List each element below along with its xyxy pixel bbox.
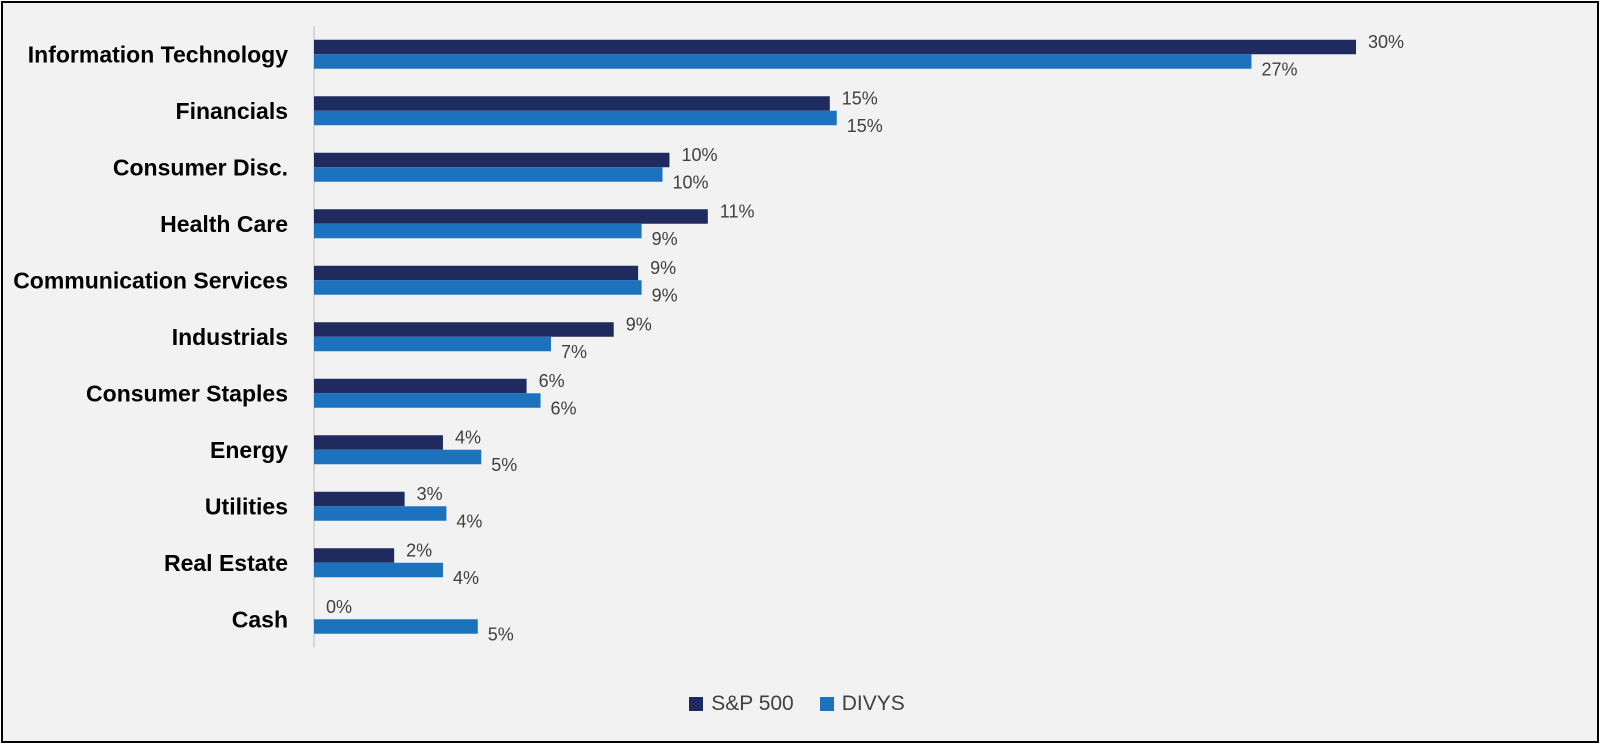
bar-divys-industrials xyxy=(314,336,551,352)
bar-sp500-consumer-staples xyxy=(314,378,527,394)
data-label-sp500-energy: 4% xyxy=(455,428,481,448)
bar-sp500-consumer-disc xyxy=(314,152,670,168)
category-label-cash: Cash xyxy=(232,606,288,632)
data-label-divys-consumer-disc: 10% xyxy=(673,173,709,193)
data-label-sp500-utilities: 3% xyxy=(417,484,443,504)
category-label-energy: Energy xyxy=(210,437,288,463)
category-label-communication-services: Communication Services xyxy=(13,267,288,293)
data-label-divys-real-estate: 4% xyxy=(453,568,479,588)
category-label-consumer-staples: Consumer Staples xyxy=(86,380,288,406)
legend-label-sp500: S&P 500 xyxy=(711,692,794,715)
bar-divys-communication-services xyxy=(314,280,642,295)
data-label-sp500-real-estate: 2% xyxy=(406,541,432,561)
category-label-financials: Financials xyxy=(176,98,288,124)
bar-divys-financials xyxy=(314,110,837,126)
category-label-health-care: Health Care xyxy=(160,211,288,237)
legend-label-divys: DIVYS xyxy=(841,692,905,715)
category-label-real-estate: Real Estate xyxy=(164,550,288,576)
data-label-sp500-health-care: 11% xyxy=(720,202,755,222)
legend-swatch-sp500 xyxy=(689,697,704,711)
bar-sp500-financials xyxy=(314,96,830,111)
bar-sp500-communication-services xyxy=(314,265,639,281)
data-label-sp500-information-technology: 30% xyxy=(1368,32,1404,52)
chart-legend: S&P 500 DIVYS xyxy=(0,692,1594,716)
data-label-sp500-communication-services: 9% xyxy=(650,258,676,278)
data-label-sp500-consumer-staples: 6% xyxy=(539,371,565,391)
bar-divys-consumer-staples xyxy=(314,393,541,408)
legend-item-divys: DIVYS xyxy=(819,692,905,716)
data-label-divys-information-technology: 27% xyxy=(1261,60,1297,80)
bar-sp500-energy xyxy=(314,435,443,450)
legend-swatch-divys xyxy=(819,697,834,711)
category-label-industrials: Industrials xyxy=(172,324,288,350)
data-label-divys-energy: 5% xyxy=(491,455,517,475)
bar-divys-health-care xyxy=(314,223,642,239)
bar-divys-utilities xyxy=(314,506,447,521)
data-label-sp500-industrials: 9% xyxy=(626,315,652,335)
bar-divys-cash xyxy=(314,619,478,634)
data-label-divys-industrials: 7% xyxy=(561,342,587,362)
category-label-consumer-disc: Consumer Disc. xyxy=(113,154,288,180)
bar-divys-energy xyxy=(314,449,482,465)
legend-item-sp500: S&P 500 xyxy=(689,692,794,716)
data-label-sp500-cash: 0% xyxy=(326,597,352,617)
bar-sp500-information-technology xyxy=(314,39,1357,55)
data-label-sp500-financials: 15% xyxy=(842,89,878,109)
bar-divys-real-estate xyxy=(314,562,443,578)
bar-sp500-health-care xyxy=(314,209,708,224)
category-label-utilities: Utilities xyxy=(205,493,288,519)
data-label-divys-communication-services: 9% xyxy=(652,286,678,306)
data-label-divys-financials: 15% xyxy=(847,116,883,136)
bar-divys-information-technology xyxy=(314,54,1252,69)
data-label-divys-health-care: 9% xyxy=(652,229,678,249)
bar-divys-consumer-disc xyxy=(314,167,663,182)
bar-sp500-utilities xyxy=(314,491,405,507)
data-label-sp500-consumer-disc: 10% xyxy=(681,145,717,165)
data-label-divys-utilities: 4% xyxy=(456,512,482,532)
bar-sp500-industrials xyxy=(314,322,614,337)
bar-sp500-real-estate xyxy=(314,548,395,563)
data-label-divys-consumer-staples: 6% xyxy=(551,399,577,419)
category-label-information-technology: Information Technology xyxy=(28,41,288,67)
data-label-divys-cash: 5% xyxy=(488,625,514,645)
